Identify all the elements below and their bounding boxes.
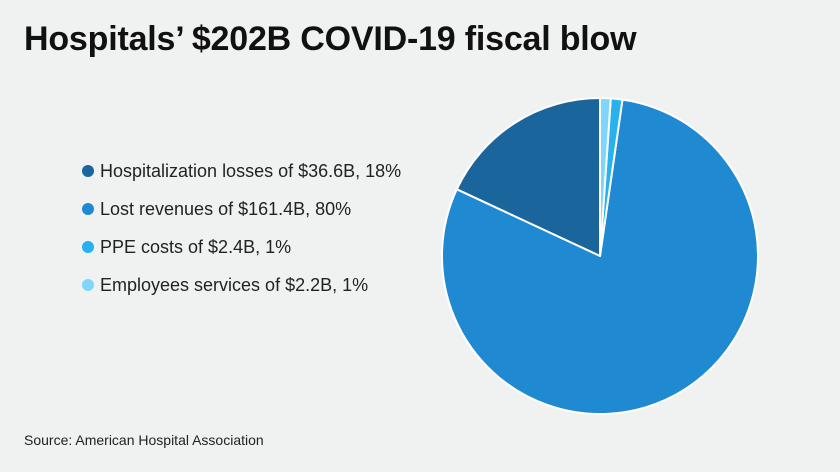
pie-slice-hospitalization-losses — [455, 97, 601, 257]
source-note: Source: American Hospital Association — [24, 432, 264, 448]
legend-label: Lost revenues of $161.4B, 80% — [100, 198, 352, 219]
pie-chart — [441, 97, 759, 415]
chart-title: Hospitals’ $202B COVID-19 fiscal blow — [24, 20, 637, 58]
legend-swatch — [82, 279, 94, 291]
legend: Hospitalization losses of $36.6B, 18% Lo… — [82, 152, 401, 304]
legend-item-lost-revenues: Lost revenues of $161.4B, 80% — [82, 190, 401, 228]
legend-label: PPE costs of $2.4B, 1% — [100, 236, 292, 257]
pie-slice-employees-services — [599, 97, 612, 257]
legend-item-hospitalization-losses: Hospitalization losses of $36.6B, 18% — [82, 152, 401, 190]
legend-swatch — [82, 165, 94, 177]
legend-item-employees-services: Employees services of $2.2B, 1% — [82, 266, 401, 304]
legend-label: Hospitalization losses of $36.6B, 18% — [100, 160, 402, 181]
legend-item-ppe-costs: PPE costs of $2.4B, 1% — [82, 228, 401, 266]
legend-label: Employees services of $2.2B, 1% — [100, 274, 369, 295]
legend-swatch — [82, 203, 94, 215]
legend-swatch — [82, 241, 94, 253]
